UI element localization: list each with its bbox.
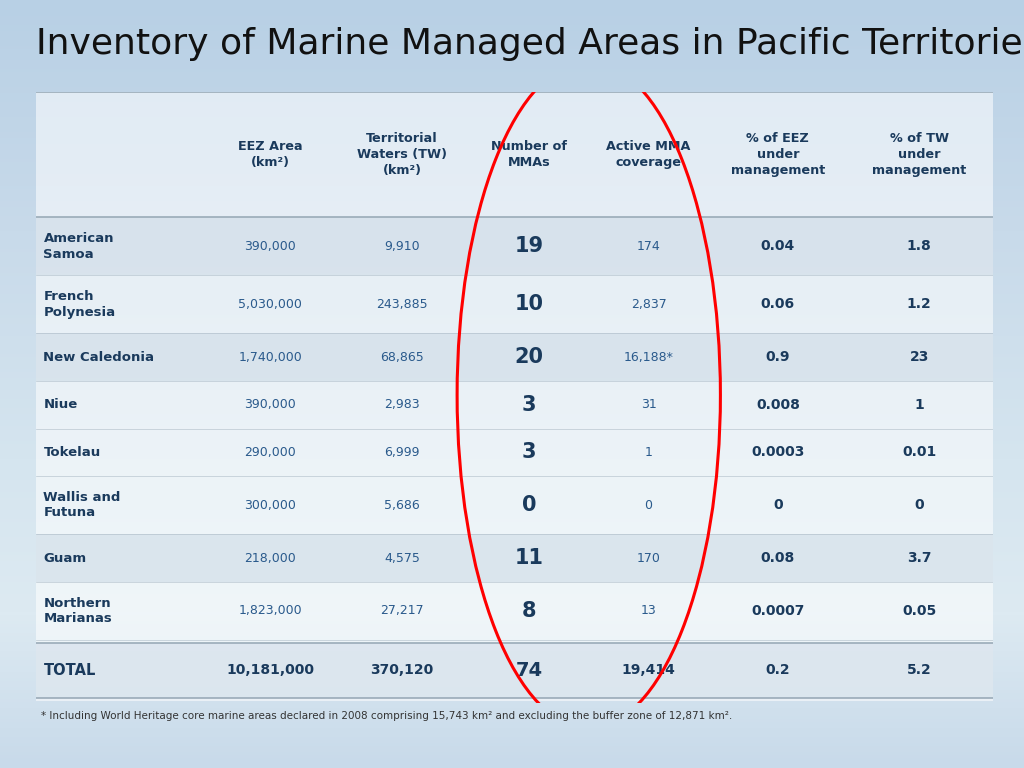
Text: American
Samoa: American Samoa	[43, 232, 114, 260]
Text: 218,000: 218,000	[245, 551, 296, 564]
Text: Guam: Guam	[43, 551, 87, 564]
Text: 0.01: 0.01	[902, 445, 936, 459]
Text: 370,120: 370,120	[371, 664, 434, 677]
Text: 20: 20	[514, 347, 544, 367]
Text: 0.0003: 0.0003	[752, 445, 805, 459]
Text: Inventory of Marine Managed Areas in Pacific Territories: Inventory of Marine Managed Areas in Pac…	[36, 27, 1024, 61]
Text: 8: 8	[521, 601, 537, 621]
Text: 2,983: 2,983	[384, 399, 420, 412]
Text: 1,740,000: 1,740,000	[239, 351, 302, 363]
Text: 5,030,000: 5,030,000	[239, 298, 302, 311]
Text: 3.7: 3.7	[907, 551, 932, 565]
Text: 0.9: 0.9	[766, 350, 791, 364]
Text: 68,865: 68,865	[380, 351, 424, 363]
Text: 74: 74	[515, 660, 543, 680]
Text: 243,885: 243,885	[376, 298, 428, 311]
Bar	[36, 333, 993, 381]
Text: 6,999: 6,999	[384, 446, 420, 459]
Text: 390,000: 390,000	[245, 240, 296, 253]
Text: 3: 3	[521, 442, 537, 462]
Text: 10: 10	[514, 294, 544, 314]
Text: 2,837: 2,837	[631, 298, 667, 311]
Text: 19: 19	[514, 237, 544, 257]
Text: 0.05: 0.05	[902, 604, 936, 617]
Text: 23: 23	[909, 350, 929, 364]
Text: 0: 0	[521, 495, 537, 515]
Text: New Caledonia: New Caledonia	[43, 351, 155, 363]
Text: 0.08: 0.08	[761, 551, 795, 565]
Text: 31: 31	[641, 399, 656, 412]
Text: 11: 11	[514, 548, 544, 568]
Text: Wallis and
Futuna: Wallis and Futuna	[43, 491, 121, 519]
Text: 1: 1	[645, 446, 652, 459]
Text: 300,000: 300,000	[245, 498, 296, 511]
Text: 1: 1	[914, 398, 924, 412]
Text: % of TW
under
management: % of TW under management	[872, 132, 967, 177]
Bar	[36, 643, 993, 698]
Text: 1.8: 1.8	[906, 240, 932, 253]
Text: French
Polynesia: French Polynesia	[43, 290, 116, 319]
Text: 27,217: 27,217	[380, 604, 424, 617]
Text: 16,188*: 16,188*	[624, 351, 674, 363]
Text: 174: 174	[637, 240, 660, 253]
Text: Territorial
Waters (TW)
(km²): Territorial Waters (TW) (km²)	[357, 132, 447, 177]
Text: 170: 170	[637, 551, 660, 564]
Text: Active MMA
coverage: Active MMA coverage	[606, 141, 691, 169]
Text: 0.06: 0.06	[761, 297, 795, 311]
Text: 390,000: 390,000	[245, 399, 296, 412]
Text: TOTAL: TOTAL	[43, 663, 96, 678]
Text: Northern
Marianas: Northern Marianas	[43, 597, 113, 625]
Text: EEZ Area
(km²): EEZ Area (km²)	[239, 141, 303, 169]
Text: % of EEZ
under
management: % of EEZ under management	[731, 132, 825, 177]
Text: 5.2: 5.2	[906, 664, 932, 677]
Text: 1,823,000: 1,823,000	[239, 604, 302, 617]
Text: 10,181,000: 10,181,000	[226, 664, 314, 677]
Text: 9,910: 9,910	[384, 240, 420, 253]
Text: 0: 0	[773, 498, 782, 512]
Text: 0.008: 0.008	[756, 398, 800, 412]
Text: Number of
MMAs: Number of MMAs	[490, 141, 567, 169]
Text: 5,686: 5,686	[384, 498, 420, 511]
Text: 290,000: 290,000	[245, 446, 296, 459]
Bar	[36, 217, 993, 275]
Text: 0.04: 0.04	[761, 240, 795, 253]
Text: 0.0007: 0.0007	[752, 604, 805, 617]
Text: 3: 3	[521, 395, 537, 415]
Text: Tokelau: Tokelau	[43, 446, 100, 459]
Text: Niue: Niue	[43, 399, 78, 412]
Text: 0: 0	[914, 498, 924, 512]
Text: 0.2: 0.2	[766, 664, 791, 677]
Text: * Including World Heritage core marine areas declared in 2008 comprising 15,743 : * Including World Heritage core marine a…	[41, 711, 732, 721]
Bar	[36, 535, 993, 582]
Text: 13: 13	[641, 604, 656, 617]
Text: 1.2: 1.2	[906, 297, 932, 311]
Text: 19,414: 19,414	[622, 664, 676, 677]
Text: 0: 0	[644, 498, 652, 511]
Text: 4,575: 4,575	[384, 551, 420, 564]
